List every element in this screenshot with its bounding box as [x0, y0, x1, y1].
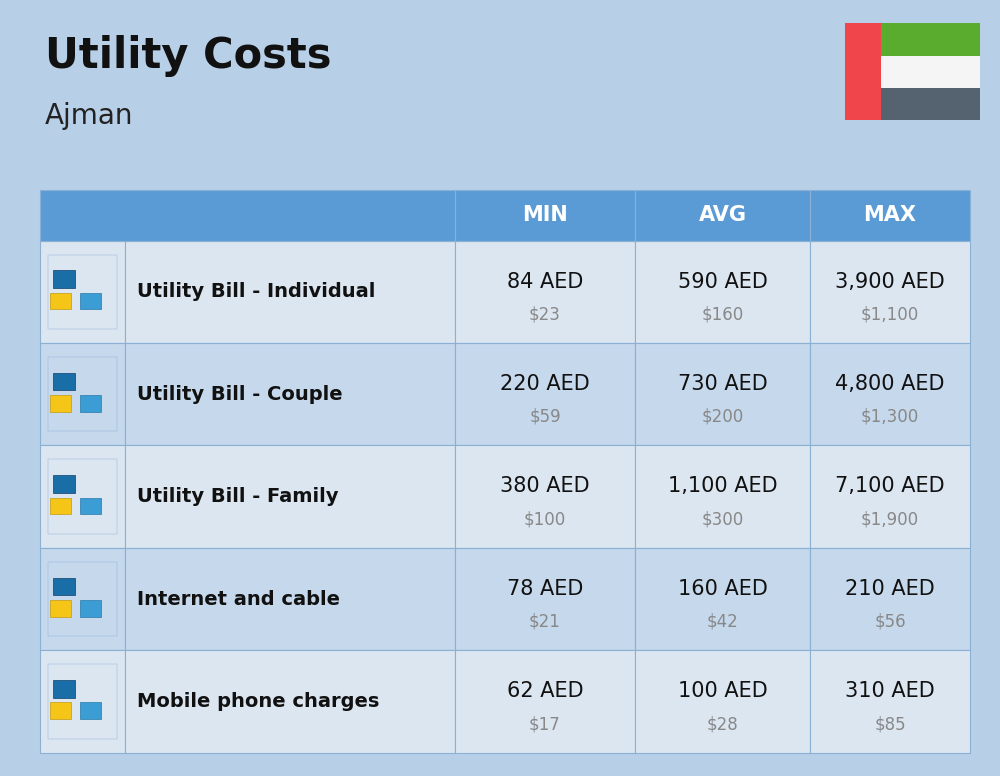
- Text: 210 AED: 210 AED: [845, 579, 935, 599]
- Text: $23: $23: [529, 305, 561, 324]
- FancyBboxPatch shape: [53, 680, 75, 698]
- Text: 380 AED: 380 AED: [500, 476, 590, 497]
- FancyBboxPatch shape: [881, 23, 980, 56]
- FancyBboxPatch shape: [48, 357, 117, 431]
- FancyBboxPatch shape: [810, 241, 970, 343]
- Text: 84 AED: 84 AED: [507, 272, 583, 292]
- FancyBboxPatch shape: [40, 241, 125, 343]
- Text: Mobile phone charges: Mobile phone charges: [137, 692, 379, 711]
- FancyBboxPatch shape: [40, 190, 455, 241]
- FancyBboxPatch shape: [455, 190, 635, 241]
- Text: $200: $200: [701, 407, 744, 426]
- FancyBboxPatch shape: [455, 548, 635, 650]
- FancyBboxPatch shape: [80, 600, 101, 616]
- FancyBboxPatch shape: [881, 56, 980, 88]
- FancyBboxPatch shape: [455, 445, 635, 548]
- FancyBboxPatch shape: [125, 548, 455, 650]
- FancyBboxPatch shape: [455, 241, 635, 343]
- FancyBboxPatch shape: [810, 650, 970, 753]
- Text: Utility Bill - Family: Utility Bill - Family: [137, 487, 338, 506]
- FancyBboxPatch shape: [48, 459, 117, 534]
- Text: $28: $28: [707, 715, 738, 733]
- Text: $59: $59: [529, 407, 561, 426]
- FancyBboxPatch shape: [635, 343, 810, 445]
- FancyBboxPatch shape: [53, 271, 75, 288]
- Text: $85: $85: [874, 715, 906, 733]
- Text: 310 AED: 310 AED: [845, 681, 935, 702]
- Text: Utility Bill - Couple: Utility Bill - Couple: [137, 385, 343, 404]
- Text: AVG: AVG: [698, 206, 746, 225]
- FancyBboxPatch shape: [80, 497, 101, 514]
- Text: 3,900 AED: 3,900 AED: [835, 272, 945, 292]
- Text: 590 AED: 590 AED: [678, 272, 767, 292]
- FancyBboxPatch shape: [50, 395, 71, 411]
- Text: Utility Bill - Individual: Utility Bill - Individual: [137, 282, 375, 301]
- Text: $1,300: $1,300: [861, 407, 919, 426]
- FancyBboxPatch shape: [40, 650, 125, 753]
- FancyBboxPatch shape: [810, 445, 970, 548]
- FancyBboxPatch shape: [48, 255, 117, 329]
- FancyBboxPatch shape: [40, 548, 125, 650]
- FancyBboxPatch shape: [810, 548, 970, 650]
- Text: 78 AED: 78 AED: [507, 579, 583, 599]
- FancyBboxPatch shape: [125, 241, 455, 343]
- Text: MAX: MAX: [864, 206, 916, 225]
- FancyBboxPatch shape: [455, 650, 635, 753]
- Text: $1,100: $1,100: [861, 305, 919, 324]
- FancyBboxPatch shape: [810, 343, 970, 445]
- FancyBboxPatch shape: [53, 577, 75, 595]
- FancyBboxPatch shape: [48, 664, 117, 739]
- FancyBboxPatch shape: [635, 241, 810, 343]
- FancyBboxPatch shape: [40, 343, 125, 445]
- FancyBboxPatch shape: [48, 562, 117, 636]
- FancyBboxPatch shape: [635, 190, 810, 241]
- FancyBboxPatch shape: [53, 373, 75, 390]
- Text: Ajman: Ajman: [45, 102, 134, 130]
- FancyBboxPatch shape: [50, 702, 71, 719]
- Text: 730 AED: 730 AED: [678, 374, 767, 394]
- Text: $1,900: $1,900: [861, 510, 919, 528]
- Text: $300: $300: [701, 510, 744, 528]
- Text: 7,100 AED: 7,100 AED: [835, 476, 945, 497]
- FancyBboxPatch shape: [80, 702, 101, 719]
- Text: $100: $100: [524, 510, 566, 528]
- FancyBboxPatch shape: [635, 650, 810, 753]
- FancyBboxPatch shape: [125, 445, 455, 548]
- FancyBboxPatch shape: [50, 600, 71, 616]
- Text: $42: $42: [707, 612, 738, 631]
- Text: Internet and cable: Internet and cable: [137, 590, 340, 608]
- FancyBboxPatch shape: [810, 190, 970, 241]
- FancyBboxPatch shape: [80, 293, 101, 310]
- Text: $21: $21: [529, 612, 561, 631]
- FancyBboxPatch shape: [125, 650, 455, 753]
- FancyBboxPatch shape: [635, 445, 810, 548]
- FancyBboxPatch shape: [455, 343, 635, 445]
- FancyBboxPatch shape: [635, 548, 810, 650]
- Text: 100 AED: 100 AED: [678, 681, 767, 702]
- FancyBboxPatch shape: [40, 445, 125, 548]
- FancyBboxPatch shape: [80, 395, 101, 411]
- FancyBboxPatch shape: [125, 343, 455, 445]
- Text: 62 AED: 62 AED: [507, 681, 583, 702]
- FancyBboxPatch shape: [50, 497, 71, 514]
- Text: $17: $17: [529, 715, 561, 733]
- Text: $56: $56: [874, 612, 906, 631]
- FancyBboxPatch shape: [845, 23, 881, 120]
- Text: 220 AED: 220 AED: [500, 374, 590, 394]
- Text: 160 AED: 160 AED: [678, 579, 767, 599]
- Text: MIN: MIN: [522, 206, 568, 225]
- FancyBboxPatch shape: [53, 475, 75, 493]
- FancyBboxPatch shape: [881, 88, 980, 120]
- Text: 1,100 AED: 1,100 AED: [668, 476, 777, 497]
- Text: Utility Costs: Utility Costs: [45, 35, 332, 77]
- Text: 4,800 AED: 4,800 AED: [835, 374, 945, 394]
- FancyBboxPatch shape: [50, 293, 71, 310]
- Text: $160: $160: [701, 305, 744, 324]
